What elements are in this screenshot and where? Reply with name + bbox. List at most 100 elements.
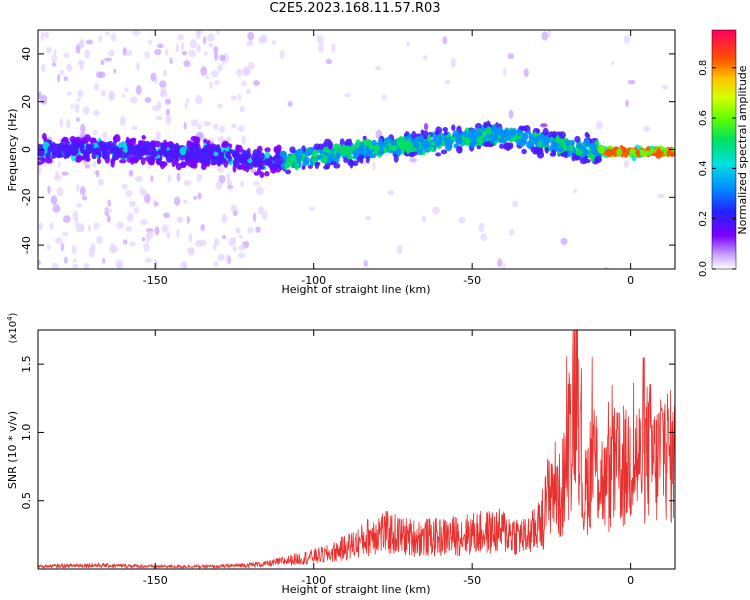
heatmap-cell: [66, 63, 73, 72]
heatmap-cell: [131, 125, 138, 131]
heatmap-cell: [92, 109, 100, 117]
heatmap-cell: [318, 43, 325, 53]
heatmap-cell: [75, 117, 80, 122]
heatmap-cell: [88, 247, 95, 258]
heatmap-cell: [365, 155, 370, 164]
heatmap-cell: [327, 140, 334, 150]
heatmap-cell: [345, 150, 353, 156]
heatmap-cell: [200, 164, 207, 170]
heatmap-cell: [190, 119, 199, 127]
heatmap-cell: [521, 140, 526, 147]
heatmap-cell: [397, 244, 403, 255]
heatmap-cell: [125, 136, 130, 145]
heatmap-cell: [442, 36, 448, 45]
heatmap-cell: [79, 186, 86, 196]
heatmap-cell: [176, 172, 181, 182]
heatmap-cell: [76, 203, 83, 208]
heatmap-cell: [165, 115, 172, 125]
heatmap-cell: [94, 147, 101, 154]
heatmap-cell: [257, 205, 264, 215]
heatmap-cell: [406, 147, 410, 154]
heatmap-cell: [238, 234, 243, 239]
heatmap-cell: [189, 39, 197, 49]
heatmap-cell: [206, 33, 215, 42]
heatmap-cell: [363, 260, 368, 267]
heatmap-cell: [343, 93, 351, 98]
spectrogram-y-label: Frequency (Hz): [6, 109, 19, 192]
colorbar-tick-label: 0.4: [698, 160, 709, 176]
heatmap-cell: [237, 125, 245, 132]
heatmap-cell: [531, 135, 535, 141]
heatmap-cell: [52, 204, 61, 213]
heatmap-cell: [121, 183, 128, 190]
heatmap-cell: [333, 143, 340, 151]
heatmap-cell: [175, 43, 180, 53]
heatmap-cell: [93, 129, 98, 136]
heatmap-cell: [53, 49, 57, 55]
heatmap-cell: [161, 142, 167, 152]
heatmap-cell: [372, 153, 376, 158]
heatmap-cell: [279, 150, 287, 158]
heatmap-cell: [164, 98, 172, 105]
heatmap-cell: [43, 137, 48, 143]
heatmap-cell: [547, 30, 552, 38]
heatmap-cell: [195, 240, 203, 248]
heatmap-cell: [38, 150, 43, 157]
heatmap-cell: [456, 145, 463, 154]
heatmap-cell: [571, 153, 576, 162]
heatmap-cell: [203, 51, 208, 56]
heatmap-cell: [540, 123, 548, 128]
heatmap-cell: [375, 66, 382, 71]
heatmap-cell: [61, 171, 70, 176]
heatmap-cell: [452, 130, 460, 139]
colorbar-frame: [711, 29, 737, 270]
heatmap-cell: [155, 115, 163, 121]
heatmap-cell: [217, 151, 223, 161]
heatmap-cell: [128, 169, 134, 177]
spectrogram-chart: -150 -100 -50 0 -40 -20 0 20 40 Height of straig…: [6, 29, 676, 296]
heatmap-cell: [121, 141, 127, 149]
heatmap-cell: [108, 90, 115, 101]
heatmap-cell: [666, 149, 672, 157]
heatmap-cell: [331, 160, 337, 165]
heatmap-cell: [123, 87, 129, 92]
heatmap-cell: [340, 144, 347, 154]
heatmap-cell: [483, 142, 491, 147]
heatmap-cell: [314, 161, 321, 166]
heatmap-cell: [204, 154, 211, 163]
heatmap-cell: [213, 51, 219, 61]
heatmap-cell: [137, 140, 143, 146]
heatmap-cell: [186, 156, 192, 161]
heatmap-cell: [538, 140, 543, 149]
heatmap-cell: [57, 160, 61, 169]
heatmap-cell: [269, 156, 274, 162]
heatmap-cell: [116, 262, 124, 269]
heatmap-cell: [657, 193, 665, 199]
heatmap-cell: [46, 244, 51, 250]
heatmap-cell: [112, 152, 120, 160]
heatmap-cell: [81, 136, 86, 144]
heatmap-cell: [159, 80, 167, 89]
heatmap-cell: [256, 145, 263, 153]
heatmap-cell: [63, 52, 70, 59]
heatmap-cell: [66, 91, 72, 96]
heatmap-cell: [595, 120, 603, 130]
heatmap-cell: [173, 196, 181, 206]
heatmap-cell: [210, 69, 219, 78]
heatmap-cell: [194, 147, 200, 153]
heatmap-cell: [491, 124, 498, 133]
heatmap-cell: [226, 153, 231, 160]
heatmap-cell: [132, 30, 141, 36]
heatmap-cell: [264, 151, 271, 159]
heatmap-cell: [188, 247, 195, 256]
heatmap-cell: [44, 31, 50, 39]
heatmap-cell: [104, 208, 112, 213]
heatmap-cell: [110, 158, 115, 168]
heatmap-cell: [76, 97, 81, 103]
colorbar-ticks: 0.0 0.2 0.4 0.6 0.8: [698, 60, 736, 277]
heatmap-cell: [141, 135, 146, 140]
heatmap-cell: [71, 245, 77, 255]
heatmap-cell: [176, 216, 184, 224]
colorbar-label: Normalized spectral amplitude: [736, 65, 749, 234]
heatmap-cell: [264, 159, 271, 167]
